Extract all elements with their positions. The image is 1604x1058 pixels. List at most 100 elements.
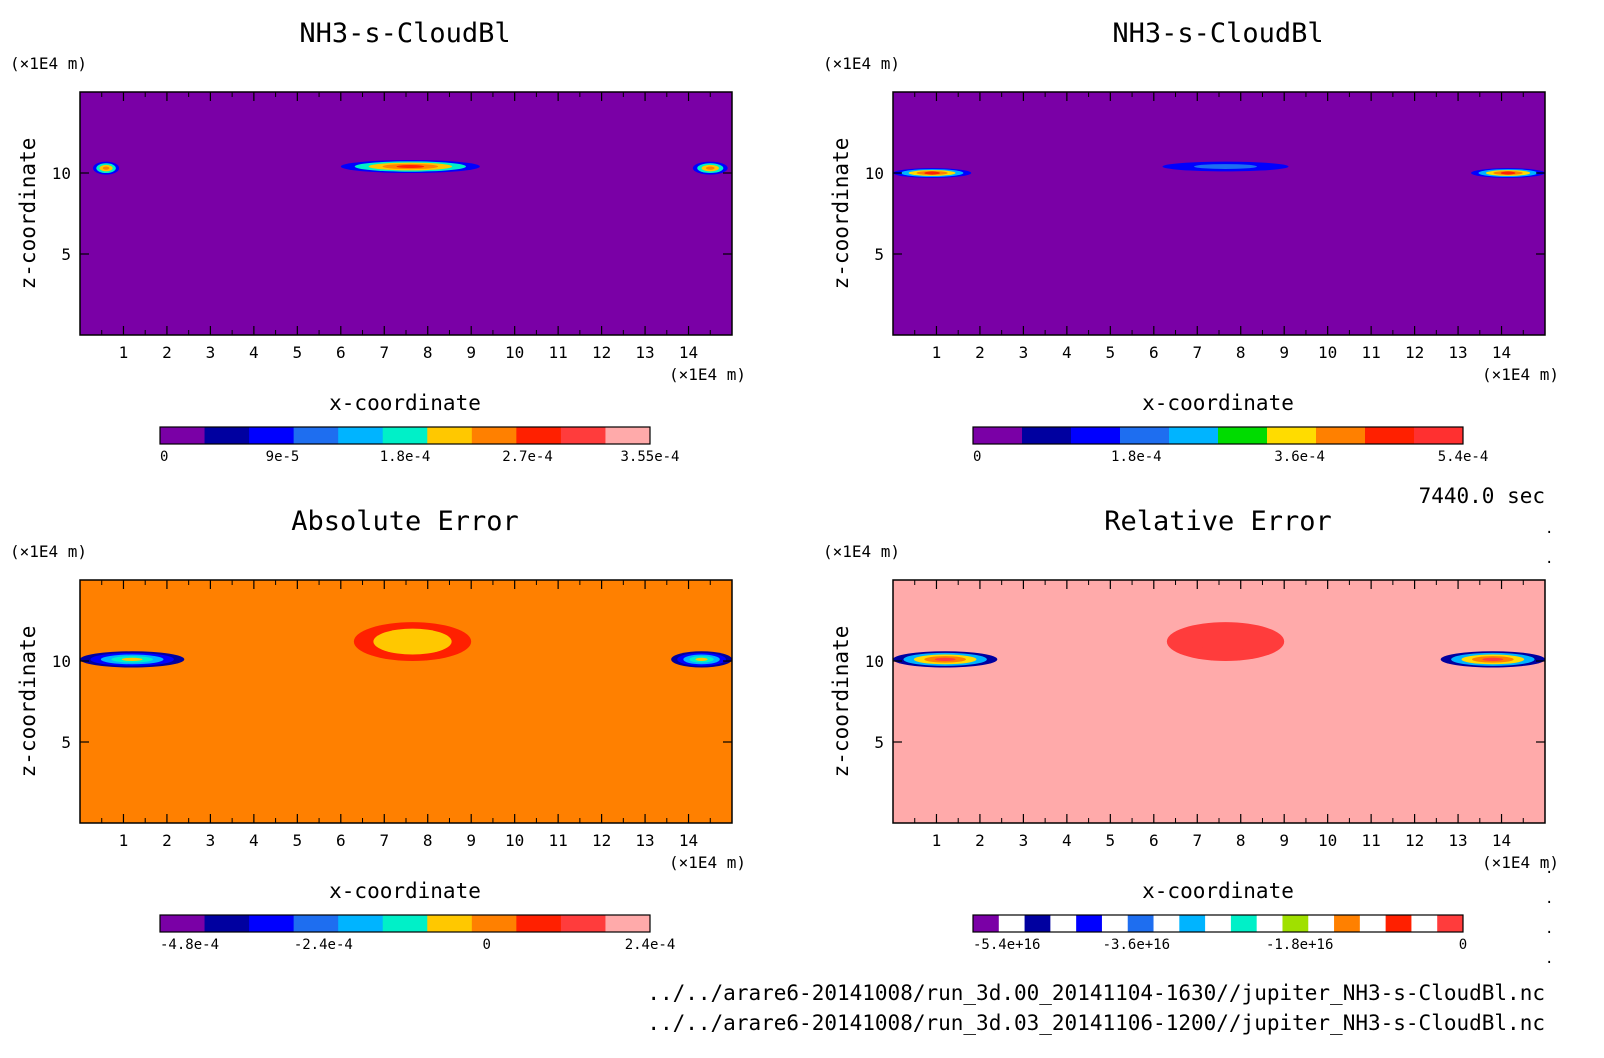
x-tick-label: 5 — [1106, 831, 1116, 850]
y-tick-label: 5 — [874, 245, 884, 264]
field-background — [893, 92, 1545, 335]
x-tick-label: 11 — [1362, 831, 1381, 850]
colorbar-label: 2.4e-4 — [625, 937, 676, 953]
x-tick-label: 10 — [505, 343, 524, 362]
colorbar-swatch — [1179, 915, 1205, 932]
colorbar-swatch — [427, 427, 472, 444]
ellipsis-dot: . — [1545, 921, 1553, 937]
colorbar-swatch — [1414, 427, 1464, 444]
field-background — [893, 580, 1545, 823]
x-tick-label: 10 — [505, 831, 524, 850]
x-tick-label: 4 — [249, 343, 259, 362]
x-tick-label: 7 — [379, 831, 389, 850]
colorbar-label: -1.8e+16 — [1266, 937, 1333, 953]
colorbar-label: 5.4e-4 — [1438, 449, 1489, 465]
ellipsis-dot: . — [1545, 551, 1553, 567]
field-feature — [1441, 651, 1545, 667]
x-tick-label: 13 — [635, 343, 654, 362]
y-axis-label: z-coordinate — [16, 626, 40, 778]
y-axis-label: z-coordinate — [829, 138, 853, 290]
x-tick-label: 3 — [206, 343, 216, 362]
x-unit-label: (×1E4 m) — [669, 853, 746, 872]
y-tick-label: 10 — [865, 164, 884, 183]
colorbar-swatch — [472, 915, 517, 932]
colorbar-swatch — [249, 427, 294, 444]
colorbar-swatch — [1316, 427, 1366, 444]
x-tick-label: 4 — [249, 831, 259, 850]
x-tick-label: 9 — [466, 831, 476, 850]
x-tick-label: 6 — [336, 343, 346, 362]
chart-title: Absolute Error — [291, 506, 519, 537]
colorbar-swatch — [1025, 915, 1051, 932]
colorbar-label: 3.55e-4 — [620, 449, 679, 465]
field-background — [80, 580, 732, 823]
chart-title: NH3-s-CloudBl — [299, 18, 510, 49]
colorbar-label: -3.6e+16 — [1103, 937, 1170, 953]
x-tick-label: 6 — [1149, 831, 1159, 850]
x-tick-label: 12 — [1405, 831, 1424, 850]
x-tick-label: 13 — [1448, 343, 1467, 362]
x-unit-label: (×1E4 m) — [1482, 365, 1559, 384]
x-tick-label: 3 — [1019, 831, 1029, 850]
x-tick-label: 11 — [549, 831, 568, 850]
colorbar-swatch — [973, 915, 999, 932]
x-tick-label: 1 — [119, 831, 129, 850]
ellipsis-dot: . — [1545, 891, 1553, 907]
colorbar-swatch — [1231, 915, 1257, 932]
y-tick-label: 5 — [874, 733, 884, 752]
x-tick-label: 7 — [1192, 343, 1202, 362]
x-axis-label: x-coordinate — [329, 391, 481, 415]
colorbar-label: 0 — [973, 449, 981, 465]
colorbar-swatch — [427, 915, 472, 932]
x-tick-label: 2 — [162, 831, 172, 850]
x-tick-label: 3 — [1019, 343, 1029, 362]
x-tick-label: 12 — [592, 831, 611, 850]
file-path-2: ../../arare6-20141008/run_3d.03_20141106… — [647, 1011, 1545, 1035]
field-feature — [1162, 162, 1288, 172]
x-tick-label: 11 — [549, 343, 568, 362]
x-axis-label: x-coordinate — [1142, 879, 1294, 903]
colorbar-swatch — [338, 915, 383, 932]
x-axis-label: x-coordinate — [329, 879, 481, 903]
colorbar-label: 0 — [160, 449, 168, 465]
colorbar-swatch — [249, 915, 294, 932]
colorbar-swatch — [383, 427, 428, 444]
x-tick-label: 1 — [932, 831, 942, 850]
field-feature — [671, 651, 732, 667]
x-unit-label: (×1E4 m) — [669, 365, 746, 384]
colorbar-swatch — [1120, 427, 1170, 444]
x-tick-label: 12 — [592, 343, 611, 362]
field-feature — [354, 622, 471, 661]
x-tick-label: 5 — [1106, 343, 1116, 362]
x-tick-label: 9 — [1279, 831, 1289, 850]
colorbar-swatch — [1169, 427, 1219, 444]
contour-level — [1501, 172, 1516, 175]
colorbar-label: -5.4e+16 — [973, 937, 1040, 953]
colorbar: 0 9e-5 1.8e-4 2.7e-4 3.55e-4 — [160, 427, 680, 465]
y-unit-label: (×1E4 m) — [10, 54, 87, 73]
colorbar-swatch — [1076, 915, 1102, 932]
colorbar-swatch — [1022, 427, 1072, 444]
contour-level — [935, 658, 956, 661]
colorbar-swatch — [1267, 427, 1317, 444]
colorbar-swatch — [472, 427, 517, 444]
x-tick-label: 5 — [293, 343, 303, 362]
x-tick-label: 14 — [679, 831, 698, 850]
x-tick-label: 8 — [423, 831, 433, 850]
x-tick-label: 3 — [206, 831, 216, 850]
contour-level — [924, 172, 940, 175]
colorbar-label: 9e-5 — [266, 449, 300, 465]
chart-panel-2: NH3-s-CloudBl(×1E4 m)(×1E4 m)1 2 3 4 5 6 7 8 9 10… — [823, 18, 1559, 465]
colorbar-swatch — [605, 915, 650, 932]
x-tick-label: 14 — [1492, 831, 1511, 850]
colorbar-label: 0 — [482, 937, 490, 953]
colorbar-swatch — [1218, 427, 1268, 444]
colorbar-label: 0 — [1459, 937, 1467, 953]
x-unit-label: (×1E4 m) — [1482, 853, 1559, 872]
colorbar-swatch — [338, 427, 383, 444]
y-tick-label: 5 — [61, 733, 71, 752]
x-tick-label: 2 — [975, 831, 985, 850]
x-tick-label: 9 — [466, 343, 476, 362]
y-tick-label: 10 — [52, 652, 71, 671]
colorbar-swatch — [1411, 915, 1437, 932]
